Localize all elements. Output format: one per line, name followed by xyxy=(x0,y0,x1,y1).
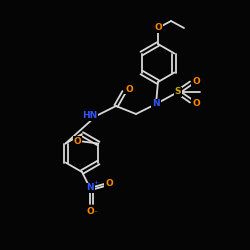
Text: O: O xyxy=(192,76,200,86)
Text: O: O xyxy=(125,84,133,94)
Text: ⁻: ⁻ xyxy=(93,210,97,216)
Text: HN: HN xyxy=(82,112,98,120)
Text: N: N xyxy=(86,184,94,192)
Text: +: + xyxy=(94,180,98,186)
Text: N: N xyxy=(152,100,160,108)
Text: O: O xyxy=(192,98,200,108)
Text: O: O xyxy=(74,137,81,146)
Text: O: O xyxy=(105,178,113,188)
Text: S: S xyxy=(175,88,181,96)
Text: O: O xyxy=(86,206,94,216)
Text: O: O xyxy=(154,24,162,32)
